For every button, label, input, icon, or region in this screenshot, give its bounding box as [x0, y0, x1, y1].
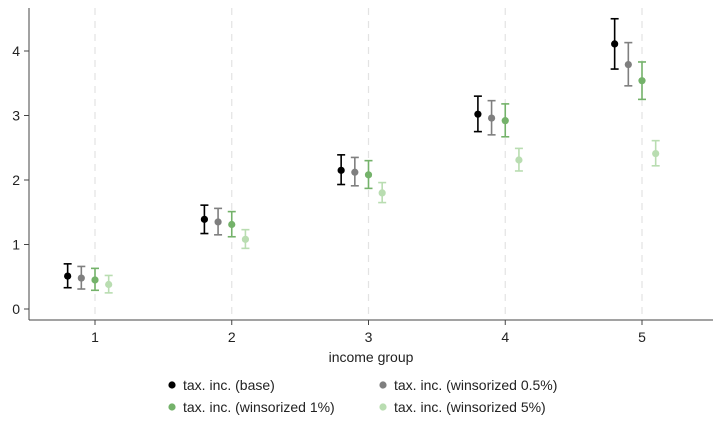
series-3 — [91, 61, 646, 292]
data-point — [378, 189, 386, 197]
data-point — [515, 156, 523, 164]
data-point — [487, 114, 496, 122]
data-point — [652, 149, 660, 158]
series-2 — [77, 41, 633, 290]
x-tick-label: 3 — [365, 329, 373, 345]
legend-item: tax. inc. (winsorized 0.5%) — [379, 377, 557, 393]
series-1 — [63, 17, 619, 289]
y-tick-label: 2 — [12, 172, 20, 188]
data-point — [611, 40, 619, 48]
y-tick-label: 1 — [12, 237, 20, 253]
legend: tax. inc. (base) tax. inc. (winsorized 0.… — [168, 377, 557, 415]
legend-item: tax. inc. (winsorized 1%) — [168, 399, 335, 415]
data-point — [77, 274, 85, 282]
legend-label: tax. inc. (base) — [183, 377, 275, 393]
x-axis-title: income group — [329, 349, 414, 365]
data-point — [638, 77, 646, 85]
data-point — [200, 215, 208, 223]
data-point — [501, 117, 509, 125]
data-point — [337, 166, 345, 174]
legend-marker — [379, 403, 387, 411]
x-tick-label: 5 — [638, 329, 646, 345]
y-tick-label: 0 — [12, 301, 20, 317]
data-point — [624, 60, 632, 69]
data-point — [105, 280, 113, 289]
axes — [28, 8, 713, 321]
data-point — [91, 276, 99, 284]
y-tick-label: 3 — [12, 108, 20, 124]
legend-marker — [168, 403, 176, 411]
data-series — [63, 17, 660, 294]
tick-labels: 1 2 3 4 5 0 1 2 3 4 — [12, 43, 646, 345]
data-point — [214, 218, 222, 226]
legend-label: tax. inc. (winsorized 1%) — [183, 399, 335, 415]
data-point — [351, 168, 359, 176]
legend-label: tax. inc. (winsorized 5%) — [394, 399, 546, 415]
x-tick-label: 1 — [91, 329, 99, 345]
legend-marker — [168, 381, 176, 389]
data-point — [64, 272, 72, 280]
y-tick-label: 4 — [12, 43, 20, 59]
series-4 — [104, 139, 660, 294]
x-tick-label: 2 — [228, 329, 236, 345]
data-point — [228, 220, 236, 229]
legend-marker — [379, 381, 387, 389]
data-point — [474, 110, 482, 118]
data-point — [364, 171, 373, 179]
legend-item: tax. inc. (base) — [168, 377, 275, 393]
legend-item: tax. inc. (winsorized 5%) — [379, 399, 546, 415]
data-point — [241, 235, 250, 243]
x-tick-label: 4 — [501, 329, 509, 345]
legend-label: tax. inc. (winsorized 0.5%) — [394, 377, 557, 393]
